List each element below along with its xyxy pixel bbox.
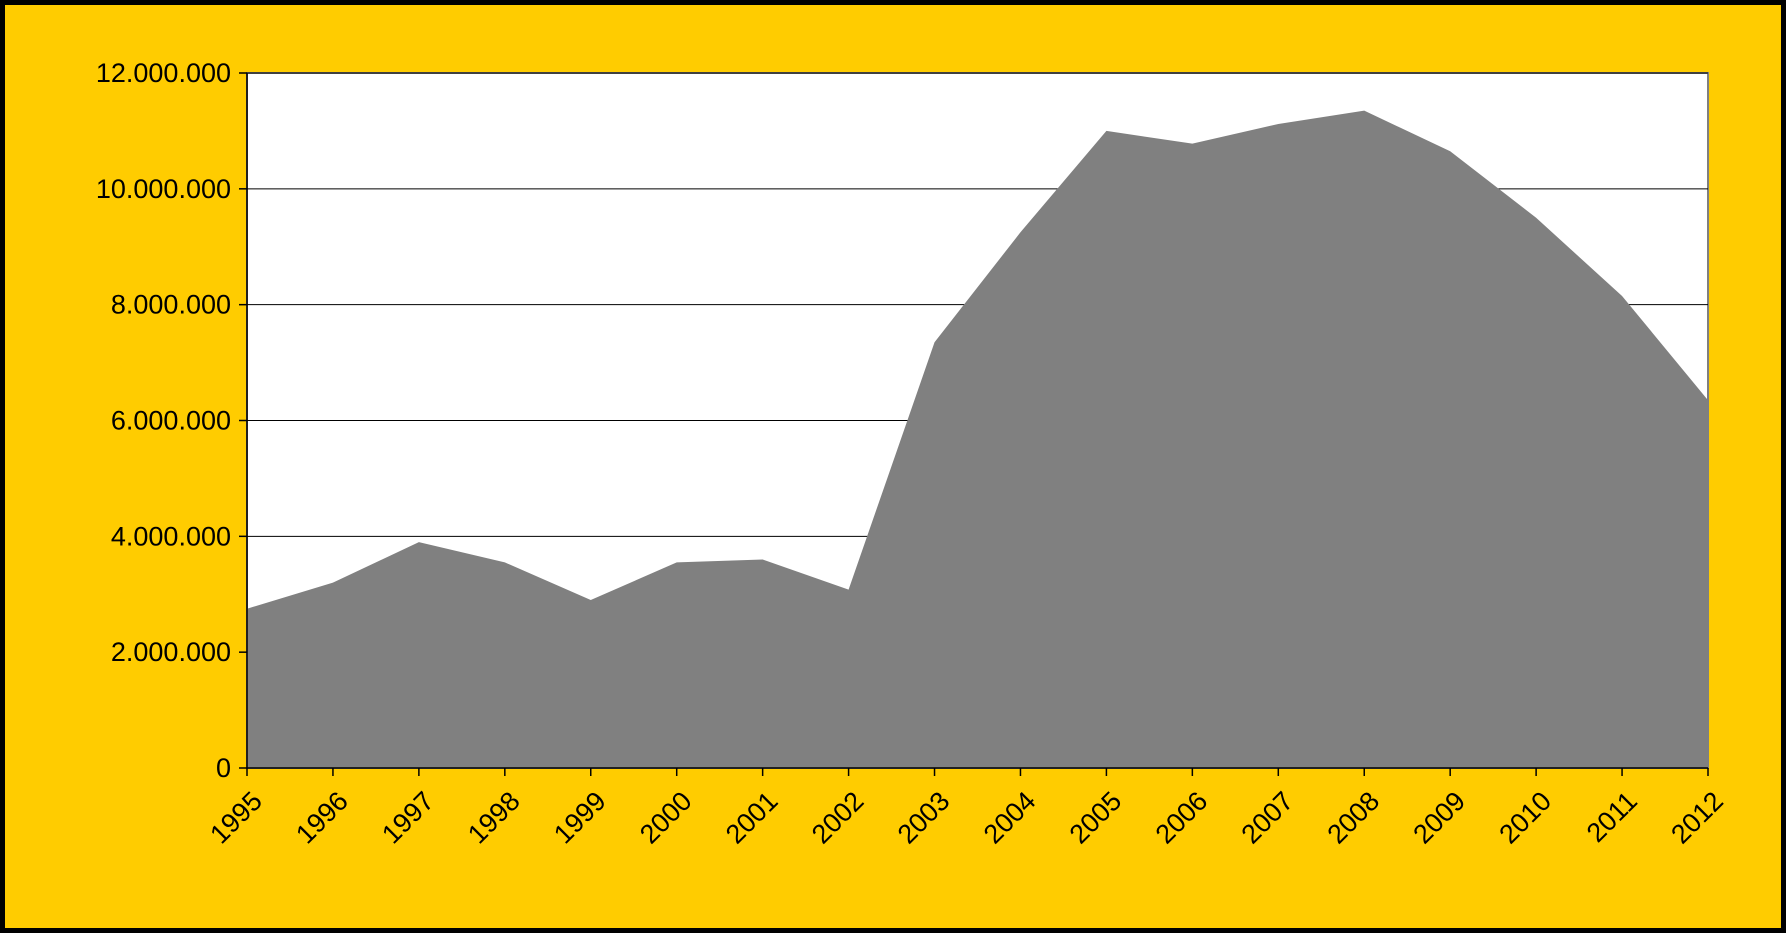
y-tick-label: 4.000.000 <box>111 521 231 551</box>
area-series <box>247 110 1708 768</box>
y-axis-tick-labels: 0 2.000.000 4.000.000 6.000.000 8.000.000 10.… <box>96 58 231 783</box>
y-tick-label: 0 <box>216 753 231 783</box>
y-tick-label: 2.000.000 <box>111 637 231 667</box>
y-tick-label: 6.000.000 <box>111 406 231 436</box>
area-chart: 0 2.000.000 4.000.000 6.000.000 8.000.000 10.… <box>5 5 1781 928</box>
y-tick-label: 10.000.000 <box>96 174 231 204</box>
axes <box>239 72 1709 776</box>
y-tick-label: 8.000.000 <box>111 290 231 320</box>
y-tick-label: 12.000.000 <box>96 58 231 88</box>
chart-background: 0 2.000.000 4.000.000 6.000.000 8.000.000 10.… <box>5 5 1781 928</box>
